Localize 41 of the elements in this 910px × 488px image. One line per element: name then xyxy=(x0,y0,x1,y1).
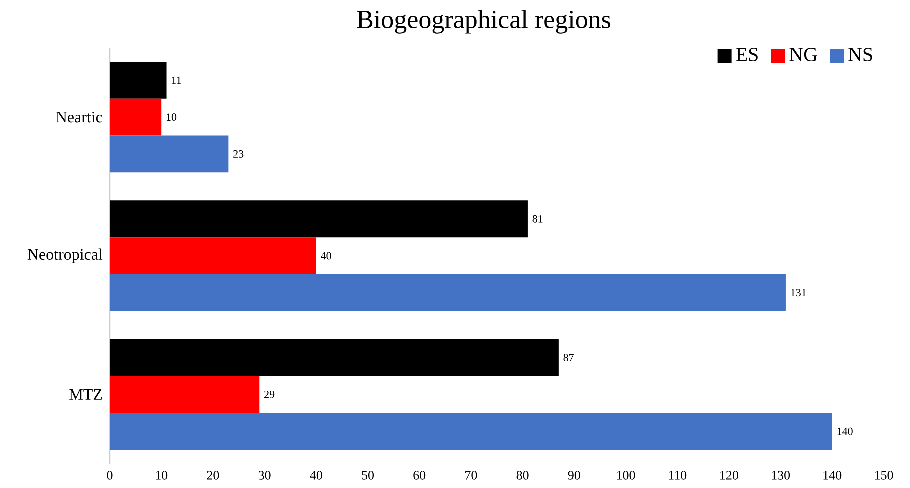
x-tick-label: 60 xyxy=(414,471,426,480)
data-label: 10 xyxy=(166,114,177,122)
bar xyxy=(110,339,559,376)
data-label: 131 xyxy=(791,289,806,297)
data-label: 11 xyxy=(172,76,182,84)
bar xyxy=(110,62,167,99)
x-tick-label: 50 xyxy=(362,471,374,480)
data-label: 23 xyxy=(234,150,244,158)
bar xyxy=(110,376,260,414)
data-label: 40 xyxy=(321,252,332,260)
y-tick-label: Neartic xyxy=(56,112,102,123)
x-tick-label: 120 xyxy=(720,471,738,480)
data-label: 87 xyxy=(564,354,574,362)
x-tick-label: 100 xyxy=(617,471,636,480)
chart-title: Biogeographical regions xyxy=(357,10,611,34)
x-tick-label: 70 xyxy=(466,471,478,480)
bar xyxy=(110,136,229,173)
legend-label: ES xyxy=(736,48,758,62)
data-label: 81 xyxy=(532,215,543,223)
x-tick-label: 30 xyxy=(258,471,271,480)
bar xyxy=(110,274,786,312)
x-tick-label: 20 xyxy=(207,471,220,480)
bar xyxy=(110,200,528,238)
x-tick-label: 10 xyxy=(156,471,168,480)
y-tick-label: Neotropical xyxy=(28,248,103,264)
x-tick-label: 90 xyxy=(568,471,580,480)
legend-label: NG xyxy=(790,48,818,62)
x-tick-label: 80 xyxy=(516,471,529,480)
bar xyxy=(110,238,316,274)
data-label: 140 xyxy=(838,428,853,436)
x-tick-label: 110 xyxy=(669,471,687,480)
legend-label: NS xyxy=(848,48,872,62)
bar xyxy=(110,413,832,450)
x-tick-label: 130 xyxy=(772,471,790,480)
x-tick-label: 0 xyxy=(107,471,113,480)
data-label: 29 xyxy=(264,390,275,398)
x-tick-label: 150 xyxy=(875,471,894,480)
x-tick-label: 40 xyxy=(310,471,322,480)
x-tick-label: 140 xyxy=(824,471,842,480)
y-tick-label: MTZ xyxy=(70,389,102,400)
bar xyxy=(110,98,162,136)
